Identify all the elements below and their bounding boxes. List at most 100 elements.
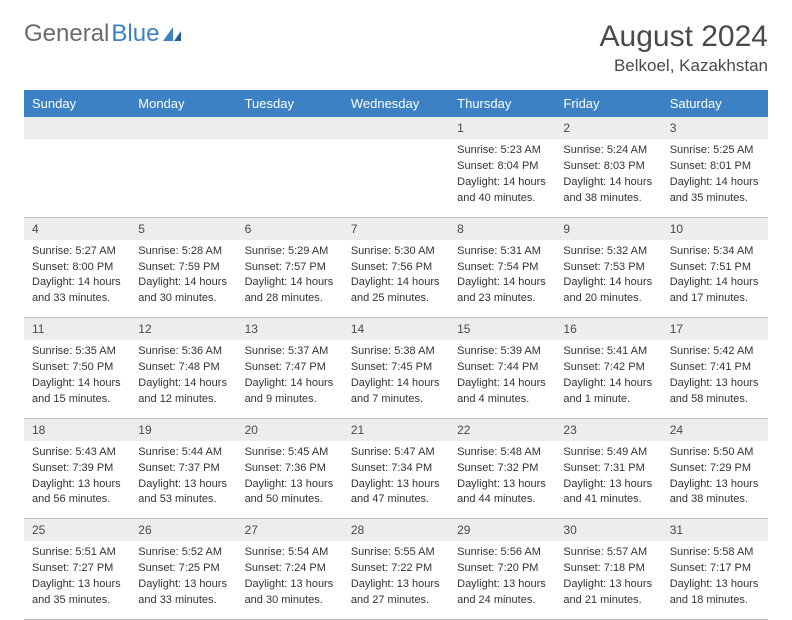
daylight-text: Daylight: 14 hours xyxy=(138,376,228,391)
day-number: 30 xyxy=(555,519,661,541)
day-body: Sunrise: 5:44 AMSunset: 7:37 PMDaylight:… xyxy=(130,441,236,518)
day-number: 19 xyxy=(130,419,236,441)
sunrise-text: Sunrise: 5:37 AM xyxy=(245,344,335,359)
sunrise-text: Sunrise: 5:57 AM xyxy=(563,545,653,560)
calendar-week: 1Sunrise: 5:23 AMSunset: 8:04 PMDaylight… xyxy=(24,117,768,217)
sunset-text: Sunset: 7:32 PM xyxy=(457,461,547,476)
sunset-text: Sunset: 7:22 PM xyxy=(351,561,441,576)
day-body-empty xyxy=(237,139,343,195)
sunset-text: Sunset: 8:00 PM xyxy=(32,260,122,275)
day-body: Sunrise: 5:54 AMSunset: 7:24 PMDaylight:… xyxy=(237,541,343,618)
calendar-cell: 20Sunrise: 5:45 AMSunset: 7:36 PMDayligh… xyxy=(237,418,343,519)
day-number: 28 xyxy=(343,519,449,541)
daylight-text: and 40 minutes. xyxy=(457,191,547,206)
daylight-text: Daylight: 14 hours xyxy=(563,275,653,290)
sunrise-text: Sunrise: 5:45 AM xyxy=(245,445,335,460)
calendar-cell xyxy=(237,117,343,217)
daylight-text: Daylight: 13 hours xyxy=(351,477,441,492)
sunrise-text: Sunrise: 5:41 AM xyxy=(563,344,653,359)
calendar-cell: 13Sunrise: 5:37 AMSunset: 7:47 PMDayligh… xyxy=(237,318,343,419)
day-body: Sunrise: 5:55 AMSunset: 7:22 PMDaylight:… xyxy=(343,541,449,618)
daylight-text: and 20 minutes. xyxy=(563,291,653,306)
daylight-text: and 38 minutes. xyxy=(670,492,760,507)
sunrise-text: Sunrise: 5:47 AM xyxy=(351,445,441,460)
daylight-text: and 24 minutes. xyxy=(457,593,547,608)
daylight-text: Daylight: 13 hours xyxy=(670,577,760,592)
day-number-empty xyxy=(24,117,130,139)
sunset-text: Sunset: 7:20 PM xyxy=(457,561,547,576)
sunset-text: Sunset: 8:04 PM xyxy=(457,159,547,174)
day-number: 3 xyxy=(662,117,768,139)
day-number: 2 xyxy=(555,117,661,139)
day-header: Sunday xyxy=(24,90,130,117)
logo-word2: Blue xyxy=(111,20,159,48)
calendar-cell: 7Sunrise: 5:30 AMSunset: 7:56 PMDaylight… xyxy=(343,217,449,318)
sunset-text: Sunset: 7:57 PM xyxy=(245,260,335,275)
daylight-text: Daylight: 14 hours xyxy=(351,376,441,391)
daylight-text: Daylight: 14 hours xyxy=(457,175,547,190)
day-body-empty xyxy=(343,139,449,195)
calendar-cell: 12Sunrise: 5:36 AMSunset: 7:48 PMDayligh… xyxy=(130,318,236,419)
day-number: 31 xyxy=(662,519,768,541)
sunset-text: Sunset: 7:31 PM xyxy=(563,461,653,476)
sunset-text: Sunset: 7:47 PM xyxy=(245,360,335,375)
daylight-text: and 18 minutes. xyxy=(670,593,760,608)
day-number: 24 xyxy=(662,419,768,441)
daylight-text: Daylight: 13 hours xyxy=(457,477,547,492)
day-body: Sunrise: 5:47 AMSunset: 7:34 PMDaylight:… xyxy=(343,441,449,518)
day-number: 10 xyxy=(662,218,768,240)
calendar-cell: 15Sunrise: 5:39 AMSunset: 7:44 PMDayligh… xyxy=(449,318,555,419)
day-number: 18 xyxy=(24,419,130,441)
sunrise-text: Sunrise: 5:29 AM xyxy=(245,244,335,259)
calendar-cell: 5Sunrise: 5:28 AMSunset: 7:59 PMDaylight… xyxy=(130,217,236,318)
day-header: Thursday xyxy=(449,90,555,117)
daylight-text: Daylight: 14 hours xyxy=(32,275,122,290)
sunrise-text: Sunrise: 5:55 AM xyxy=(351,545,441,560)
calendar-cell: 27Sunrise: 5:54 AMSunset: 7:24 PMDayligh… xyxy=(237,519,343,620)
day-number-empty xyxy=(130,117,236,139)
sunset-text: Sunset: 7:51 PM xyxy=(670,260,760,275)
day-header: Saturday xyxy=(662,90,768,117)
daylight-text: Daylight: 13 hours xyxy=(563,477,653,492)
day-number: 12 xyxy=(130,318,236,340)
calendar-cell: 6Sunrise: 5:29 AMSunset: 7:57 PMDaylight… xyxy=(237,217,343,318)
day-body: Sunrise: 5:51 AMSunset: 7:27 PMDaylight:… xyxy=(24,541,130,618)
day-header: Wednesday xyxy=(343,90,449,117)
day-body: Sunrise: 5:42 AMSunset: 7:41 PMDaylight:… xyxy=(662,340,768,417)
day-body: Sunrise: 5:30 AMSunset: 7:56 PMDaylight:… xyxy=(343,240,449,317)
day-body: Sunrise: 5:39 AMSunset: 7:44 PMDaylight:… xyxy=(449,340,555,417)
sunrise-text: Sunrise: 5:23 AM xyxy=(457,143,547,158)
daylight-text: and 12 minutes. xyxy=(138,392,228,407)
day-header: Tuesday xyxy=(237,90,343,117)
daylight-text: and 25 minutes. xyxy=(351,291,441,306)
day-number: 6 xyxy=(237,218,343,240)
calendar-cell: 16Sunrise: 5:41 AMSunset: 7:42 PMDayligh… xyxy=(555,318,661,419)
daylight-text: and 30 minutes. xyxy=(138,291,228,306)
day-body: Sunrise: 5:41 AMSunset: 7:42 PMDaylight:… xyxy=(555,340,661,417)
sunrise-text: Sunrise: 5:35 AM xyxy=(32,344,122,359)
calendar-cell: 1Sunrise: 5:23 AMSunset: 8:04 PMDaylight… xyxy=(449,117,555,217)
daylight-text: Daylight: 13 hours xyxy=(245,477,335,492)
day-body: Sunrise: 5:49 AMSunset: 7:31 PMDaylight:… xyxy=(555,441,661,518)
sunrise-text: Sunrise: 5:52 AM xyxy=(138,545,228,560)
daylight-text: Daylight: 14 hours xyxy=(563,175,653,190)
daylight-text: Daylight: 13 hours xyxy=(351,577,441,592)
sunset-text: Sunset: 7:48 PM xyxy=(138,360,228,375)
calendar-cell: 28Sunrise: 5:55 AMSunset: 7:22 PMDayligh… xyxy=(343,519,449,620)
daylight-text: Daylight: 14 hours xyxy=(138,275,228,290)
sunset-text: Sunset: 7:25 PM xyxy=(138,561,228,576)
daylight-text: Daylight: 14 hours xyxy=(32,376,122,391)
day-body: Sunrise: 5:38 AMSunset: 7:45 PMDaylight:… xyxy=(343,340,449,417)
daylight-text: and 50 minutes. xyxy=(245,492,335,507)
day-body: Sunrise: 5:29 AMSunset: 7:57 PMDaylight:… xyxy=(237,240,343,317)
day-body: Sunrise: 5:48 AMSunset: 7:32 PMDaylight:… xyxy=(449,441,555,518)
sunrise-text: Sunrise: 5:54 AM xyxy=(245,545,335,560)
sunset-text: Sunset: 7:59 PM xyxy=(138,260,228,275)
sunset-text: Sunset: 7:36 PM xyxy=(245,461,335,476)
daylight-text: and 1 minute. xyxy=(563,392,653,407)
daylight-text: Daylight: 13 hours xyxy=(457,577,547,592)
title-block: August 2024 Belkoel, Kazakhstan xyxy=(600,20,768,76)
day-number: 17 xyxy=(662,318,768,340)
calendar-cell: 10Sunrise: 5:34 AMSunset: 7:51 PMDayligh… xyxy=(662,217,768,318)
day-body: Sunrise: 5:35 AMSunset: 7:50 PMDaylight:… xyxy=(24,340,130,417)
